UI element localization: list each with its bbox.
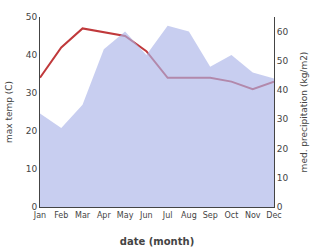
svg-text:60: 60	[277, 27, 289, 37]
svg-text:med. precipitation (kg/m2): med. precipitation (kg/m2)	[299, 52, 309, 173]
svg-text:50: 50	[277, 56, 289, 66]
svg-text:20: 20	[277, 144, 289, 154]
svg-text:50: 50	[26, 12, 38, 22]
svg-text:10: 10	[26, 164, 38, 174]
svg-text:date (month): date (month)	[120, 236, 194, 247]
svg-text:Sep: Sep	[203, 211, 218, 220]
svg-text:20: 20	[26, 126, 38, 136]
svg-text:0: 0	[277, 202, 283, 212]
svg-text:Jan: Jan	[33, 211, 46, 220]
svg-text:Nov: Nov	[245, 211, 261, 220]
svg-text:Mar: Mar	[75, 211, 91, 220]
svg-text:10: 10	[277, 173, 289, 183]
svg-text:0: 0	[31, 202, 37, 212]
svg-text:Jul: Jul	[162, 211, 173, 220]
svg-text:Jun: Jun	[139, 211, 153, 220]
svg-text:May: May	[117, 211, 134, 220]
svg-text:30: 30	[277, 114, 289, 124]
svg-text:30: 30	[26, 88, 38, 98]
svg-text:Dec: Dec	[266, 211, 281, 220]
svg-text:40: 40	[26, 50, 38, 60]
svg-text:Oct: Oct	[225, 211, 239, 220]
svg-text:Feb: Feb	[54, 211, 68, 220]
svg-text:Apr: Apr	[97, 211, 112, 220]
svg-text:max temp (C): max temp (C)	[4, 81, 14, 143]
svg-text:Aug: Aug	[181, 211, 197, 220]
svg-text:40: 40	[277, 85, 289, 95]
